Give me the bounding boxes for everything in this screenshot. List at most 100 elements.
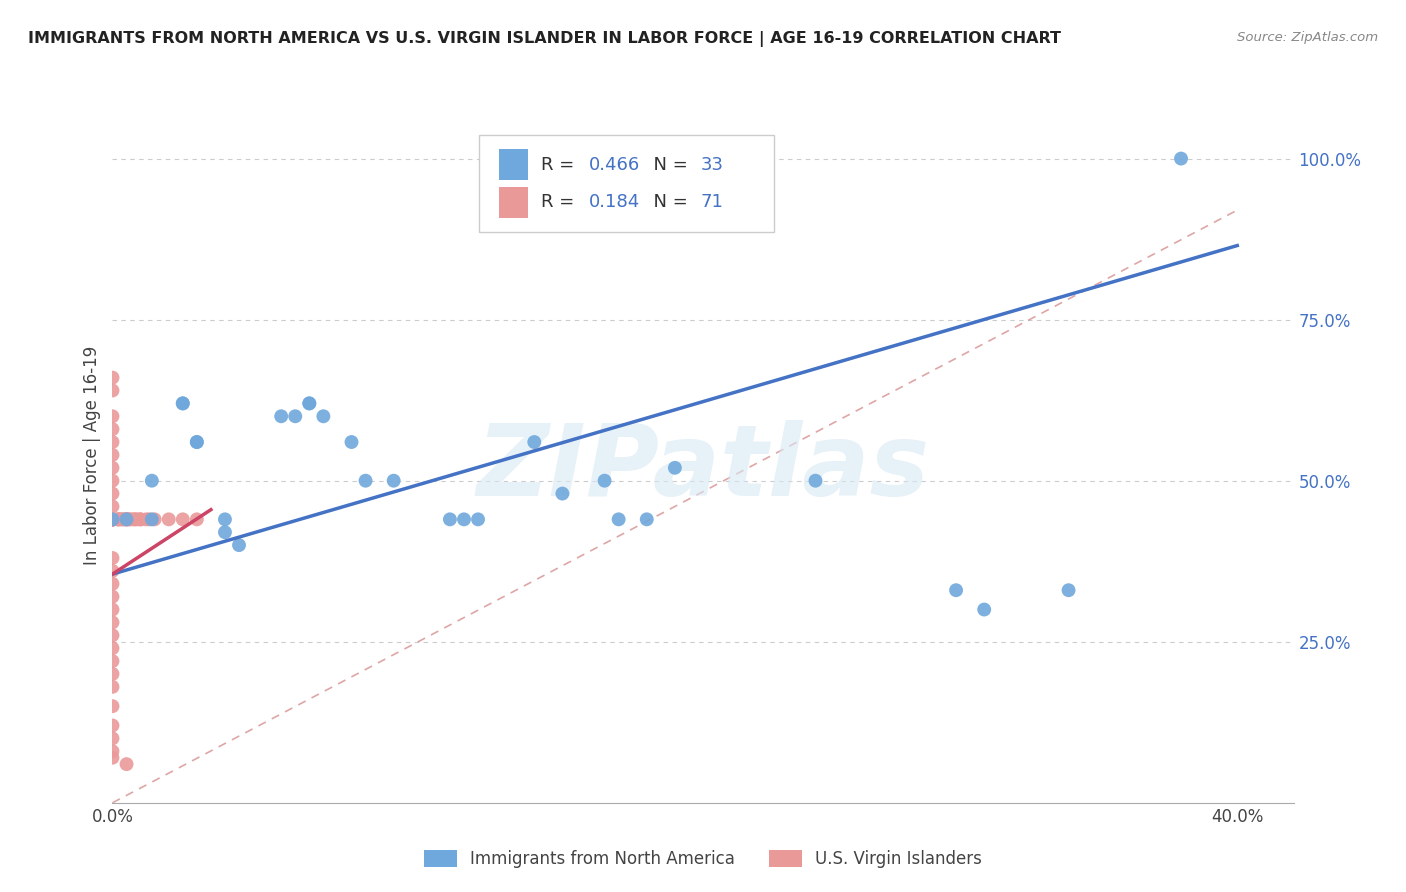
Text: R =: R = (541, 156, 581, 174)
Point (101, 512, 124, 526)
Point (101, 512, 124, 526)
Point (636, 512, 658, 526)
Point (312, 409, 335, 424)
Point (172, 396, 194, 410)
Point (284, 409, 307, 424)
Point (101, 512, 124, 526)
Point (101, 654, 124, 668)
Point (382, 474, 405, 488)
Point (186, 512, 208, 526)
Point (101, 512, 124, 526)
Point (118, 512, 141, 526)
Point (135, 512, 157, 526)
Point (101, 744, 124, 758)
Point (101, 435, 124, 450)
Point (138, 512, 160, 526)
Point (945, 583, 967, 598)
Point (101, 512, 124, 526)
Text: N =: N = (641, 194, 693, 211)
Point (112, 512, 135, 526)
Point (127, 512, 149, 526)
FancyBboxPatch shape (499, 186, 529, 218)
Y-axis label: In Labor Force | Age 16-19: In Labor Force | Age 16-19 (83, 345, 101, 565)
Point (129, 512, 152, 526)
Point (101, 512, 124, 526)
Text: IMMIGRANTS FROM NORTH AMERICA VS U.S. VIRGIN ISLANDER IN LABOR FORCE | AGE 16-19: IMMIGRANTS FROM NORTH AMERICA VS U.S. VI… (28, 31, 1062, 47)
Point (1057, 583, 1080, 598)
Point (101, 486, 124, 500)
Text: Source: ZipAtlas.com: Source: ZipAtlas.com (1237, 31, 1378, 45)
Point (354, 474, 377, 488)
Point (157, 512, 180, 526)
Point (101, 667, 124, 681)
Point (101, 628, 124, 642)
Point (101, 422, 124, 436)
Text: 0.184: 0.184 (589, 194, 640, 211)
Point (101, 512, 124, 526)
Point (101, 576, 124, 591)
Point (804, 474, 827, 488)
Point (121, 512, 143, 526)
Point (101, 512, 124, 526)
Point (101, 512, 124, 526)
Point (228, 538, 250, 552)
Point (101, 551, 124, 566)
FancyBboxPatch shape (499, 149, 529, 180)
Point (607, 512, 630, 526)
FancyBboxPatch shape (478, 135, 773, 232)
Point (101, 512, 124, 526)
Text: R =: R = (541, 194, 581, 211)
Point (1170, 152, 1192, 166)
Point (101, 512, 124, 526)
Point (172, 512, 194, 526)
Point (115, 512, 138, 526)
Point (593, 474, 616, 488)
Point (101, 370, 124, 384)
Point (110, 512, 132, 526)
Point (101, 512, 124, 526)
Point (110, 512, 132, 526)
Point (298, 396, 321, 410)
Text: ZIPatlas: ZIPatlas (477, 420, 929, 517)
Point (101, 512, 124, 526)
Point (101, 680, 124, 694)
Point (101, 500, 124, 514)
Point (101, 615, 124, 630)
Point (107, 512, 129, 526)
Point (129, 512, 152, 526)
Point (101, 474, 124, 488)
Point (115, 512, 138, 526)
Point (101, 641, 124, 656)
Point (124, 512, 146, 526)
Point (101, 699, 124, 714)
Point (973, 602, 995, 616)
Text: N =: N = (641, 156, 693, 174)
Point (101, 512, 124, 526)
Point (101, 731, 124, 746)
Text: 71: 71 (700, 194, 724, 211)
Point (664, 460, 686, 475)
Point (214, 525, 236, 540)
Point (340, 435, 363, 450)
Point (115, 757, 138, 772)
Point (551, 486, 574, 500)
Point (298, 396, 321, 410)
Point (101, 590, 124, 604)
Point (101, 512, 124, 526)
Point (101, 409, 124, 424)
Text: 0.466: 0.466 (589, 156, 640, 174)
Point (101, 564, 124, 578)
Point (112, 512, 135, 526)
Point (453, 512, 475, 526)
Point (143, 512, 166, 526)
Point (107, 512, 129, 526)
Point (101, 512, 124, 526)
Point (101, 448, 124, 462)
Point (101, 512, 124, 526)
Text: 33: 33 (700, 156, 724, 174)
Point (118, 512, 141, 526)
Point (124, 512, 146, 526)
Point (270, 409, 292, 424)
Point (214, 512, 236, 526)
Point (101, 384, 124, 398)
